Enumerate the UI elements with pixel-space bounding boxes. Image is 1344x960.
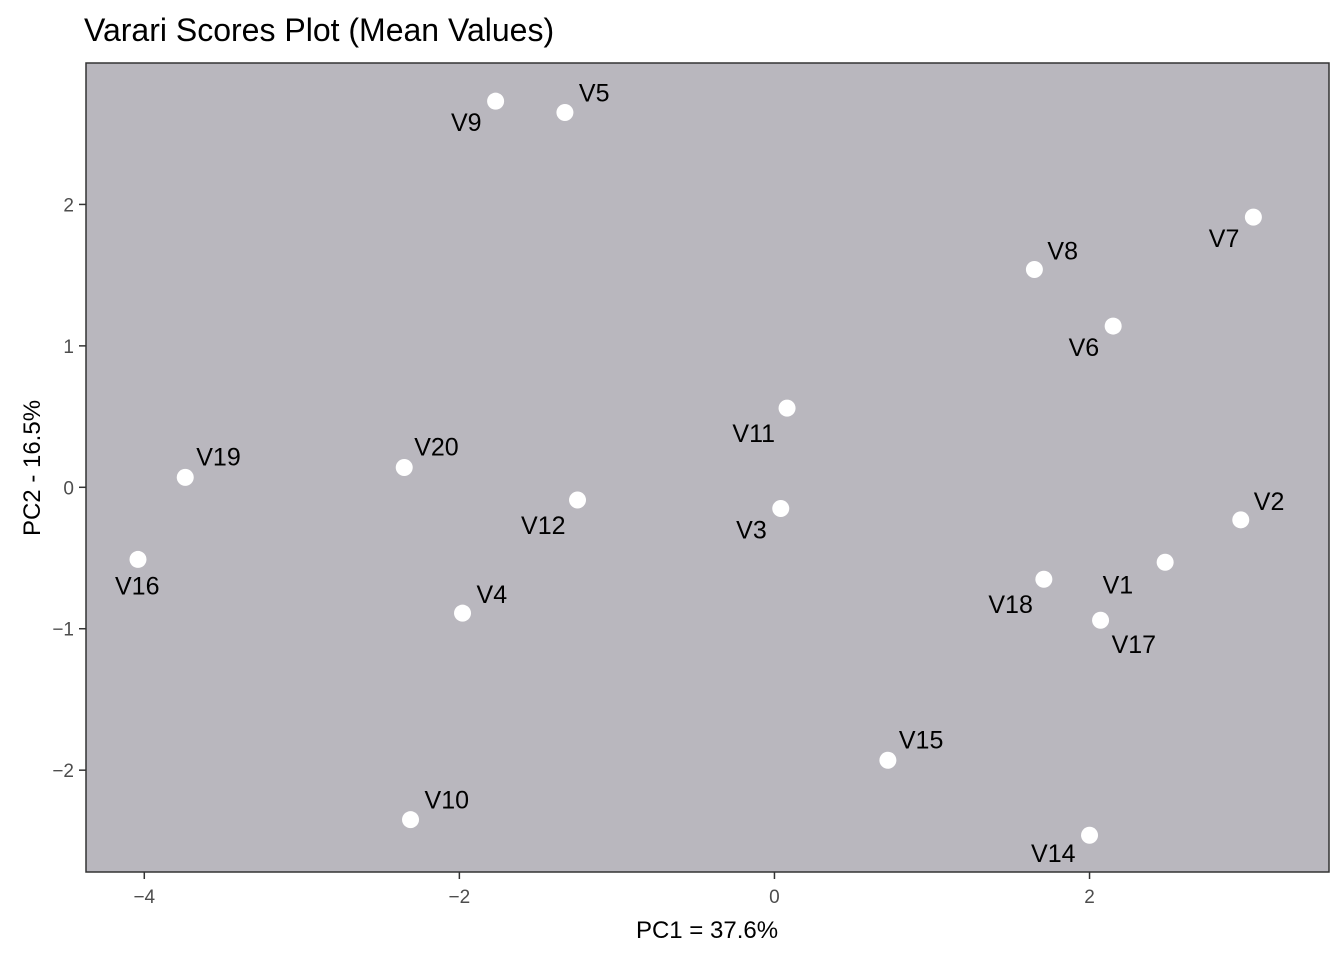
point-label-v1: V1	[1103, 571, 1134, 599]
plot-panel	[86, 63, 1329, 872]
point-v19	[176, 468, 194, 486]
y-tick-label: 2	[63, 195, 74, 216]
point-label-v3: V3	[736, 517, 767, 545]
x-tick-label: −4	[133, 887, 155, 908]
point-v17	[1092, 611, 1110, 629]
x-tick-label: 2	[1084, 887, 1095, 908]
labels-layer: V1 V2 V3 V4 V5 V6 V7 V8 V9 V10 V11 V12 V14 V15 V16 V17 V…	[115, 80, 1284, 869]
point-label-v10: V10	[425, 787, 469, 815]
point-label-v19: V19	[196, 443, 240, 471]
point-label-v9: V9	[451, 109, 482, 137]
point-v11	[778, 399, 796, 417]
point-v9	[487, 92, 505, 110]
point-label-v7: V7	[1209, 225, 1240, 253]
points-layer	[129, 92, 1262, 844]
point-v1	[1156, 553, 1174, 571]
point-label-v8: V8	[1047, 237, 1078, 265]
point-v16	[129, 550, 147, 568]
point-label-v11: V11	[732, 420, 775, 448]
point-label-v14: V14	[1031, 840, 1076, 868]
y-tick-label: 0	[63, 478, 74, 499]
point-label-v17: V17	[1112, 631, 1156, 659]
point-v6	[1104, 317, 1122, 335]
y-tick-label: −2	[52, 761, 74, 782]
x-axis-title: PC1 = 37.6%	[636, 917, 778, 944]
point-label-v5: V5	[579, 80, 610, 108]
point-label-v4: V4	[477, 581, 508, 609]
point-v7	[1244, 208, 1262, 226]
point-label-v20: V20	[414, 434, 458, 462]
point-v3	[772, 500, 790, 518]
y-axis-title: PC2 - 16.5%	[19, 400, 46, 536]
point-label-v16: V16	[115, 572, 159, 600]
point-v2	[1232, 511, 1250, 529]
panel-border	[85, 62, 1330, 873]
point-v14	[1081, 826, 1099, 844]
point-v8	[1025, 260, 1043, 278]
x-tick-label: −2	[449, 887, 471, 908]
point-v4	[454, 604, 472, 622]
point-label-v15: V15	[899, 726, 943, 754]
point-v5	[556, 104, 574, 122]
point-v18	[1035, 570, 1053, 588]
y-tick-label: 1	[63, 337, 74, 358]
point-v12	[569, 491, 587, 509]
y-axis: −2 −1 0 1 2	[52, 195, 86, 782]
point-v15	[879, 751, 897, 769]
x-tick-label: 0	[769, 887, 780, 908]
point-v20	[395, 459, 413, 476]
point-label-v18: V18	[988, 591, 1032, 619]
point-v10	[402, 811, 420, 829]
point-label-v6: V6	[1069, 334, 1100, 362]
x-axis: −4 −2 0 2	[133, 872, 1095, 908]
chart-title: Varari Scores Plot (Mean Values)	[84, 12, 554, 48]
point-label-v12: V12	[521, 512, 565, 540]
point-label-v2: V2	[1254, 488, 1285, 516]
y-tick-label: −1	[52, 620, 74, 641]
